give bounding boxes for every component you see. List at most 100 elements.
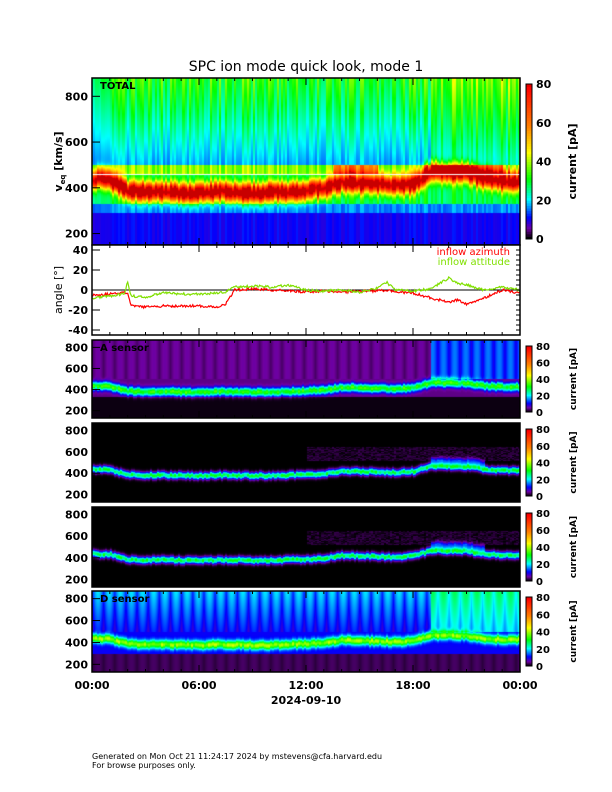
footer-generated: Generated on Mon Oct 21 11:24:17 2024 by…	[92, 752, 383, 761]
a-colorbar-segment	[526, 406, 532, 409]
a-colorbar-label: current [pA]	[569, 348, 579, 410]
d-colorbar-segment	[526, 606, 532, 608]
d-colorbar-segment	[526, 659, 532, 661]
b-colorbar-segment	[526, 466, 532, 469]
c-colorbar-segment	[526, 525, 532, 528]
d-colorbar-segment	[526, 646, 532, 649]
total-colorbar-frame	[525, 83, 533, 240]
a-colorbar-segment	[526, 348, 532, 350]
b-colorbar-segment	[526, 468, 532, 470]
c-colorbar-segment	[526, 556, 532, 558]
d-colorbar-segment	[526, 609, 532, 612]
a-colorbar-segment	[526, 370, 532, 372]
d-axes-frame	[91, 590, 521, 673]
b-colorbar-segment	[526, 491, 532, 494]
total-colorbar-segment	[526, 205, 532, 209]
c-colorbar-segment	[526, 540, 532, 542]
d-colorbar-segment	[526, 623, 532, 626]
footer-note: For browse purposes only.	[92, 761, 196, 770]
c-colorbar-segment	[526, 542, 532, 545]
d-colorbar-segment	[526, 602, 532, 605]
x-tick-label: 18:00	[395, 679, 430, 692]
b-colorbar-segment	[526, 490, 532, 493]
b-colorbar-segment	[526, 446, 532, 449]
d-colorbar-segment	[526, 613, 532, 615]
b-colorbar-segment	[526, 442, 532, 445]
a-colorbar-segment	[526, 346, 532, 348]
b-colorbar-segment	[526, 441, 532, 443]
a-colorbar-segment	[526, 391, 532, 393]
d-colorbar-segment	[526, 638, 532, 641]
b-colorbar-segment	[526, 439, 532, 441]
a-colorbar-segment	[526, 373, 532, 376]
b-colorbar-segment	[526, 433, 532, 436]
a-colorbar-segment	[526, 403, 532, 405]
x-tick-label: 00:00	[74, 679, 109, 692]
c-sensor-spectrogram	[92, 507, 520, 587]
total-colorbar-segment	[526, 146, 532, 150]
a-colorbar-segment	[526, 395, 532, 398]
c-colorbar-segment	[526, 515, 532, 517]
d-ytick-label: 400	[65, 636, 88, 649]
total-colorbar-segment	[526, 189, 532, 193]
total-colorbar-segment	[526, 202, 532, 206]
d-colorbar-segment	[526, 610, 532, 613]
total-colorbar-segment	[526, 226, 532, 230]
total-colorbar-segment	[526, 220, 532, 224]
total-colorbar-segment	[526, 236, 532, 240]
b-colorbar-segment	[526, 443, 532, 446]
a-axes-frame	[91, 339, 521, 419]
c-colorbar-segment	[526, 559, 532, 562]
total-colorbar-segment	[526, 130, 532, 134]
a-colorbar-segment	[526, 353, 532, 356]
a-colorbar-segment	[526, 386, 532, 389]
a-colorbar-segment	[526, 401, 532, 403]
total-colorbar-segment	[526, 156, 532, 160]
b-colorbar-segment	[526, 453, 532, 456]
b-colorbar-segment	[526, 431, 532, 433]
c-colorbar-segment	[526, 541, 532, 543]
total-colorbar-segment	[526, 233, 532, 237]
c-colorbar-segment	[526, 548, 532, 550]
total-colorbar-segment	[526, 195, 532, 199]
d-colorbar-segment	[526, 614, 532, 616]
d-colorbar-segment	[526, 611, 532, 614]
b-colorbar-segment	[526, 451, 532, 453]
a-colorbar-segment	[526, 392, 532, 394]
total-colorbar-segment	[526, 200, 532, 204]
c-colorbar-segment	[526, 552, 532, 555]
c-colorbar-segment	[526, 554, 532, 557]
a-colorbar-segment	[526, 399, 532, 402]
a-colorbar-segment	[526, 364, 532, 367]
a-ytick-label: 800	[65, 341, 88, 354]
total-ylabel: veq [km/s]	[52, 131, 67, 191]
b-ytick-label: 600	[65, 446, 88, 459]
a-colorbar-segment	[526, 381, 532, 383]
c-colorbar-tick: 20	[536, 560, 550, 571]
total-colorbar-segment	[526, 120, 532, 124]
c-colorbar-tick: 0	[536, 577, 543, 588]
a-colorbar-segment	[526, 407, 532, 410]
c-colorbar-segment	[526, 561, 532, 564]
a-colorbar-segment	[526, 366, 532, 369]
angle-series-inflow-attitude	[91, 276, 521, 300]
a-colorbar-segment	[526, 398, 532, 401]
c-ytick-label: 800	[65, 509, 88, 522]
b-colorbar-segment	[526, 461, 532, 463]
c-colorbar-segment	[526, 560, 532, 563]
a-panel-label: A sensor	[100, 343, 149, 354]
b-colorbar-segment	[526, 484, 532, 487]
a-colorbar-segment	[526, 404, 532, 406]
a-colorbar-segment	[526, 394, 532, 396]
b-colorbar-segment	[526, 478, 532, 480]
total-colorbar-segment	[526, 133, 532, 137]
total-colorbar-segment	[526, 91, 532, 95]
total-colorbar-segment	[526, 171, 532, 175]
b-colorbar-tick: 80	[536, 425, 550, 436]
c-colorbar-segment	[526, 549, 532, 551]
a-colorbar-segment	[526, 388, 532, 391]
angle-ytick-label: 20	[73, 264, 89, 277]
c-colorbar-segment	[526, 532, 532, 534]
d-colorbar-segment	[526, 598, 532, 600]
